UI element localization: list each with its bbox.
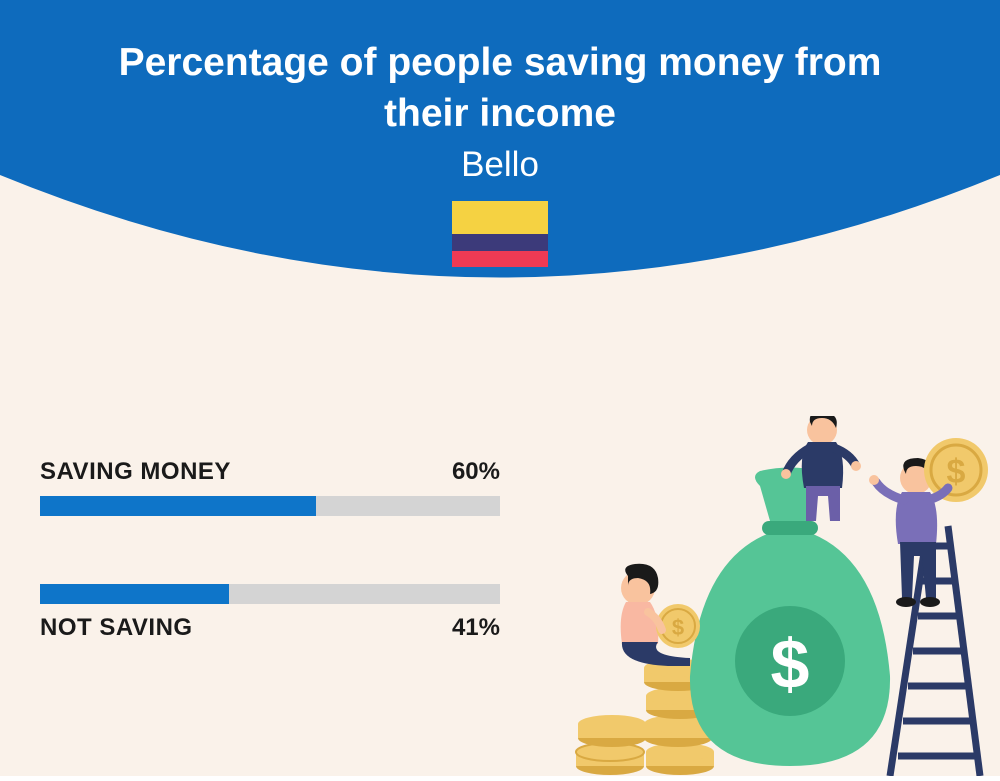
svg-text:$: $ — [771, 625, 810, 703]
header-content: Percentage of people saving money from t… — [0, 38, 1000, 267]
bar-label: SAVING MONEY — [40, 458, 231, 486]
bar-group-saving: SAVING MONEY 60% — [40, 458, 500, 516]
bar-value: 41% — [452, 614, 500, 642]
flag-stripe-mid — [452, 234, 548, 251]
person-sitting-icon: $ — [621, 564, 700, 666]
flag-stripe-top — [452, 201, 548, 234]
bar-fill — [40, 496, 316, 516]
flag-icon — [452, 201, 548, 267]
bar-group-notsaving: NOT SAVING 41% — [40, 584, 500, 642]
money-bag-icon: $ — [690, 468, 890, 767]
bar-chart: SAVING MONEY 60% NOT SAVING 41% — [40, 458, 500, 710]
money-illustration: $ $ — [550, 416, 990, 776]
bar-fill — [40, 584, 229, 604]
page-subtitle: Bello — [0, 145, 1000, 185]
infographic-page: Percentage of people saving money from t… — [0, 0, 1000, 776]
bar-labels-saving: SAVING MONEY 60% — [40, 458, 500, 486]
bar-labels-notsaving: NOT SAVING 41% — [40, 614, 500, 642]
illustration-svg: $ $ — [550, 416, 990, 776]
bar-track — [40, 496, 500, 516]
person-ladder-icon: $ — [869, 438, 988, 607]
page-title: Percentage of people saving money from t… — [0, 38, 1000, 139]
bar-value: 60% — [452, 458, 500, 486]
bar-track — [40, 584, 500, 604]
bar-label: NOT SAVING — [40, 614, 193, 642]
flag-stripe-bot — [452, 251, 548, 268]
svg-text:$: $ — [672, 615, 684, 640]
